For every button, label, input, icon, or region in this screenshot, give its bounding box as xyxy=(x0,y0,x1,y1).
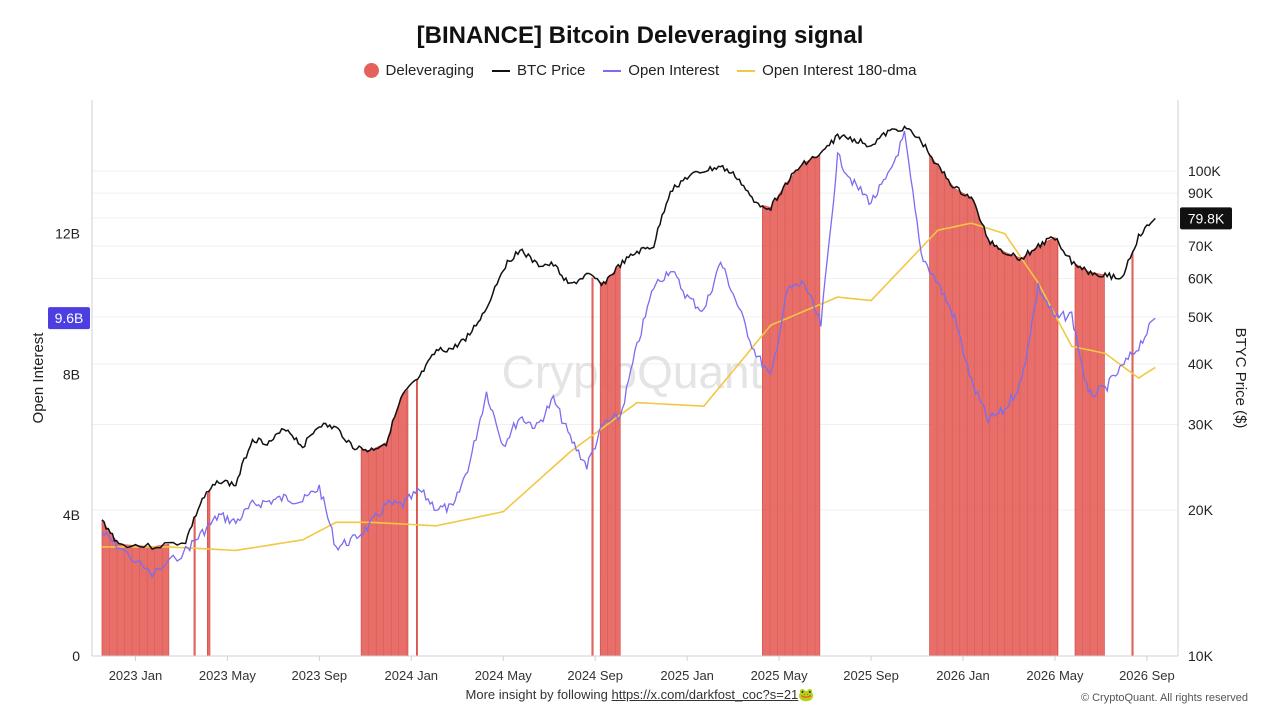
x-tick-label: 2024 Jan xyxy=(385,668,439,683)
x-tick-label: 2023 Jan xyxy=(109,668,163,683)
legend-label-btc-price: BTC Price xyxy=(516,62,586,79)
legend: Deleveraging BTC Price Open Interest Ope… xyxy=(0,62,1280,79)
frog-emoji-icon: 🐸 xyxy=(798,687,815,702)
x-tick-label: 2026 Jan xyxy=(936,668,990,683)
legend-item-oi-180dma[interactable]: Open Interest 180-dma xyxy=(737,62,916,79)
y-right-tick-label: 90K xyxy=(1188,185,1214,201)
copyright: © CryptoQuant. All rights reserved xyxy=(1080,692,1248,704)
footer-link[interactable]: https://x.com/darkfost_coc?s=21 xyxy=(611,687,799,702)
series-btc-price xyxy=(101,125,1156,551)
x-tick-label: 2025 Sep xyxy=(843,668,899,683)
legend-marker-deleveraging xyxy=(363,63,379,78)
x-tick-label: 2026 May xyxy=(1026,668,1084,683)
y-left-tick-label: 4B xyxy=(63,507,80,523)
deleveraging-bar xyxy=(206,489,211,657)
axes: 04B8B12B9.6B10K20K30K40K50K60K70K80K90K1… xyxy=(48,100,1232,683)
y-right-tick-label: 30K xyxy=(1188,417,1214,433)
series-open-interest xyxy=(101,130,1156,579)
y-left-axis-label: Open Interest xyxy=(30,332,47,424)
y-right-tick-label: 50K xyxy=(1188,309,1214,325)
deleveraging-bar xyxy=(929,152,1059,657)
y-right-tick-label: 10K xyxy=(1188,648,1214,664)
chart-title: [BINANCE] Bitcoin Deleveraging signal xyxy=(416,22,864,49)
oi-current-value: 9.6B xyxy=(55,310,84,326)
watermark: CryptoQuant xyxy=(502,346,763,398)
legend-item-open-interest[interactable]: Open Interest xyxy=(603,62,719,79)
y-right-tick-label: 70K xyxy=(1188,238,1214,254)
y-left-tick-label: 0 xyxy=(72,648,80,664)
y-right-tick-label: 100K xyxy=(1188,163,1221,179)
y-right-tick-label: 40K xyxy=(1188,356,1214,372)
x-tick-label: 2026 Sep xyxy=(1119,668,1175,683)
legend-marker-oi-180dma xyxy=(737,69,756,72)
deleveraging-bar xyxy=(1074,263,1105,657)
x-tick-label: 2024 Sep xyxy=(567,668,623,683)
footer-text: More insight by following xyxy=(465,687,608,702)
legend-marker-open-interest xyxy=(603,69,622,72)
y-right-tick-label: 20K xyxy=(1188,502,1214,518)
footer: More insight by following https://x.com/… xyxy=(0,687,1280,703)
y-right-tick-label: 60K xyxy=(1188,271,1214,287)
x-tick-label: 2025 Jan xyxy=(660,668,714,683)
x-tick-label: 2024 May xyxy=(475,668,533,683)
price-current-value: 79.8K xyxy=(1188,210,1225,226)
y-right-axis-label: BTYC Price ($) xyxy=(1232,328,1249,429)
legend-item-btc-price[interactable]: BTC Price xyxy=(491,62,586,79)
deleveraging-bars xyxy=(101,152,1134,657)
series-lines xyxy=(101,125,1156,579)
price-current-badge xyxy=(1180,207,1232,230)
x-tick-label: 2023 Sep xyxy=(292,668,348,683)
y-left-tick-label: 12B xyxy=(55,226,80,242)
x-tick-label: 2025 May xyxy=(751,668,809,683)
deleveraging-bar xyxy=(762,154,821,657)
legend-label-open-interest: Open Interest xyxy=(628,62,720,79)
deleveraging-bar xyxy=(599,264,621,657)
series-oi-180dma xyxy=(102,222,1156,552)
legend-marker-btc-price xyxy=(491,69,510,72)
legend-item-deleveraging[interactable]: Deleveraging xyxy=(363,62,474,79)
oi-current-badge xyxy=(48,307,90,330)
x-tick-label: 2023 May xyxy=(199,668,257,683)
y-left-tick-label: 8B xyxy=(63,366,80,382)
legend-label-deleveraging: Deleveraging xyxy=(385,62,474,79)
legend-label-oi-180dma: Open Interest 180-dma xyxy=(762,62,917,79)
